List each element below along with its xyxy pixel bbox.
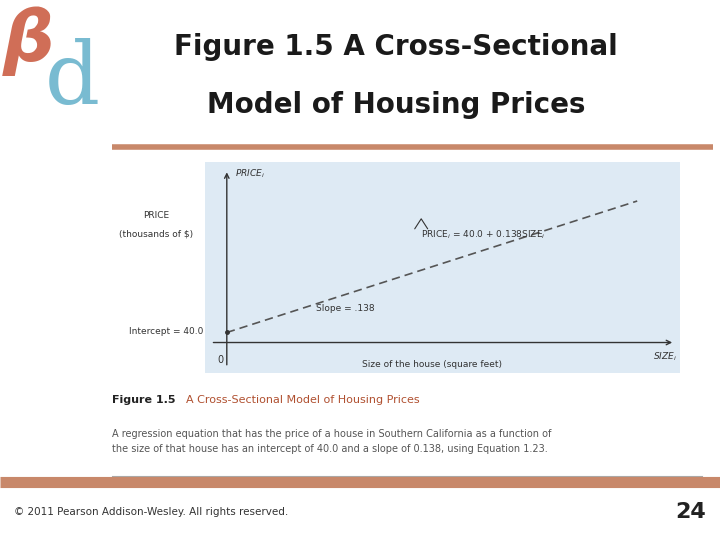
Text: Model of Housing Prices: Model of Housing Prices (207, 91, 585, 119)
Text: Slope = .138: Slope = .138 (316, 303, 375, 313)
Text: d: d (45, 38, 99, 122)
Text: A regression equation that has the price of a house in Southern California as a : A regression equation that has the price… (112, 429, 551, 454)
Text: Size of the house (square feet): Size of the house (square feet) (362, 360, 502, 369)
Text: 0: 0 (217, 355, 223, 365)
Text: A Cross-Sectional Model of Housing Prices: A Cross-Sectional Model of Housing Price… (179, 395, 420, 405)
Text: PRICE$_i$ = 40.0 + 0.138SIZE$_i$: PRICE$_i$ = 40.0 + 0.138SIZE$_i$ (421, 229, 546, 241)
Text: Figure 1.5: Figure 1.5 (112, 395, 175, 405)
Text: SIZE$_i$: SIZE$_i$ (653, 350, 678, 362)
Text: 24: 24 (675, 502, 706, 522)
Text: β: β (3, 6, 55, 76)
Text: PRICE$_i$: PRICE$_i$ (235, 167, 266, 179)
Text: © 2011 Pearson Addison-Wesley. All rights reserved.: © 2011 Pearson Addison-Wesley. All right… (14, 507, 289, 517)
Text: Figure 1.5 A Cross-Sectional: Figure 1.5 A Cross-Sectional (174, 32, 618, 60)
Text: Intercept = 40.0: Intercept = 40.0 (129, 327, 203, 336)
Text: PRICE: PRICE (143, 211, 169, 220)
Text: (thousands of $): (thousands of $) (119, 230, 193, 239)
